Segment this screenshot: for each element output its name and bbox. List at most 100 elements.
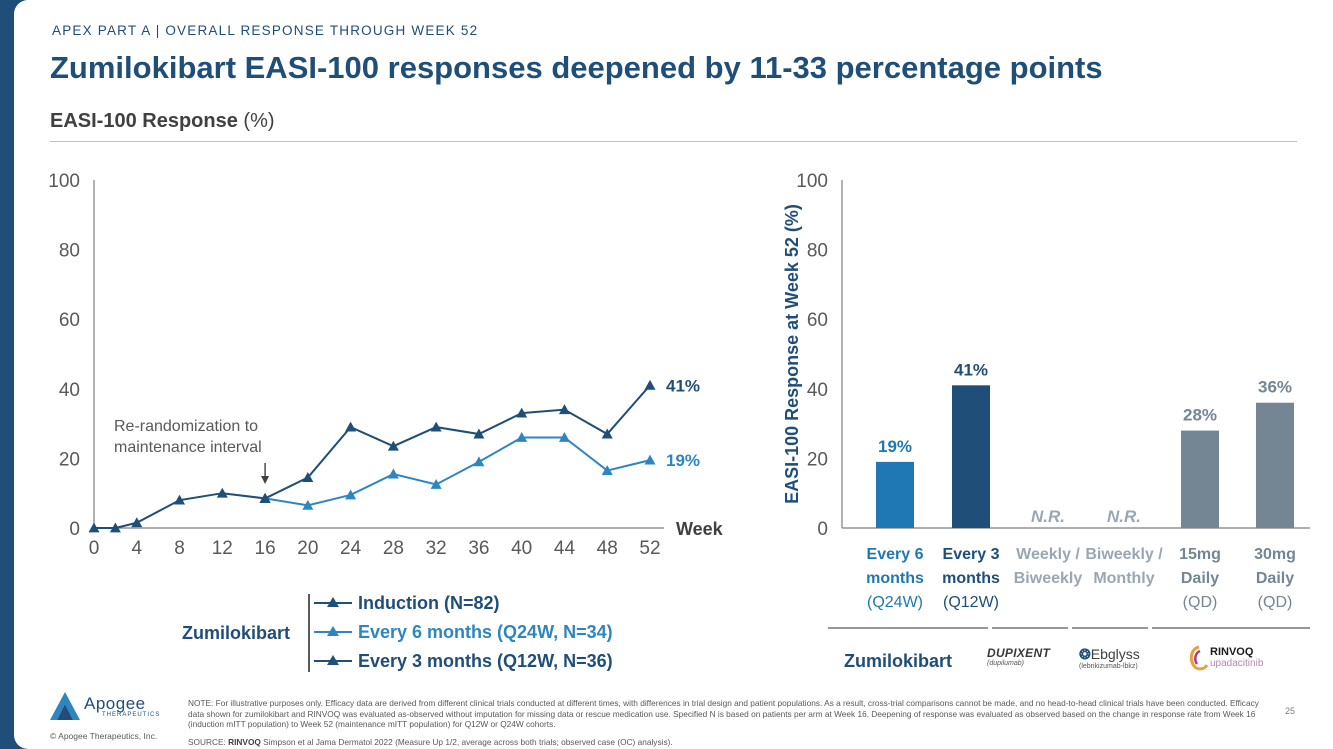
bar-category-line2: months: [942, 570, 1000, 587]
series-point: [302, 472, 314, 482]
source-prefix: SOURCE:: [188, 737, 226, 747]
legend-group-label: Zumilokibart: [182, 623, 291, 643]
bar-category-line3: (QD): [1257, 594, 1293, 611]
series-point: [430, 479, 442, 489]
x-tick-label: 8: [174, 538, 185, 559]
legend-item-q12w: Every 3 months (Q12W, N=36): [314, 649, 613, 673]
bar-y-tick-label: 20: [807, 449, 828, 470]
series-point: [345, 421, 357, 432]
bar-group-dividers: [828, 627, 1310, 629]
series-point: [516, 432, 528, 442]
slide: APEX PART A | OVERALL RESPONSE THROUGH W…: [14, 0, 1333, 749]
bar-y-tick-label: 100: [796, 171, 828, 192]
bar-category-line3: (Q24W): [867, 594, 923, 611]
annotation-line2: maintenance interval: [114, 439, 262, 456]
series-point: [131, 517, 143, 528]
bar-y-tick-label: 0: [817, 519, 828, 540]
bar-not-reported-label: N.R.: [1107, 507, 1141, 526]
bar-y-tick-label: 80: [807, 241, 828, 262]
bar-category-line2: months: [866, 570, 924, 587]
ebglyss-generic: (lebrikizumab-lbkz): [1079, 663, 1138, 670]
legend-marker-q12w: [314, 655, 352, 665]
apogee-mountain-icon: [50, 692, 80, 720]
bar-category-line1: Weekly /: [1016, 546, 1080, 563]
bar-category-line1: Every 6: [866, 546, 924, 563]
x-axis-title: Week: [676, 519, 724, 539]
apogee-wordmark: Apogee: [84, 694, 146, 713]
x-tick-label: 32: [426, 538, 447, 559]
x-tick-label: 48: [597, 538, 618, 559]
page-number: 25: [1285, 706, 1296, 716]
title-divider: [50, 141, 1297, 142]
apogee-logo: Apogee THERAPEUTICS: [48, 690, 188, 726]
bar-category-label: Every 3 months (Q12W): [931, 543, 1011, 615]
y-tick-label: 100: [48, 171, 80, 192]
subtitle-unit: (%): [243, 110, 275, 132]
bar-y-axis-title: EASI-100 Response at Week 52 (%): [782, 204, 802, 504]
apogee-submark: THERAPEUTICS: [102, 712, 161, 718]
series-point: [473, 428, 485, 439]
dupixent-generic: (dupilumab): [987, 660, 1024, 667]
rinvoq-generic: upadacitinib: [1210, 658, 1264, 669]
legend-label-induction: Induction (N=82): [358, 592, 500, 613]
ebglyss-logo: ❂Ebglyss (lebrikizumab-lbkz): [1079, 646, 1140, 670]
series-point: [644, 454, 656, 465]
bar-category-line1: Every 3: [942, 546, 1000, 563]
series-point: [644, 379, 656, 390]
series-point: [387, 468, 399, 479]
section-eyebrow: APEX PART A | OVERALL RESPONSE THROUGH W…: [52, 23, 479, 38]
bar: [876, 461, 914, 528]
x-tick-label: 36: [468, 538, 489, 559]
line-chart-legend: Zumilokibart Induction (N=82) Every 6 mo…: [174, 590, 674, 680]
slide-title: Zumilokibart EASI-100 responses deepened…: [50, 50, 1103, 85]
bar-category-line1: 30mg: [1254, 546, 1296, 563]
bar-value-label: 36%: [1258, 378, 1292, 397]
bar-category-label: 15mg Daily (QD): [1160, 543, 1240, 615]
x-tick-label: 20: [297, 538, 318, 559]
bar-category-line3: (QD): [1182, 594, 1218, 611]
x-tick-label: 24: [340, 538, 362, 559]
series-point: [558, 404, 570, 415]
bar-value-label: 28%: [1183, 406, 1217, 425]
series-point: [601, 428, 613, 439]
series-point: [430, 421, 442, 432]
legend-marker-induction: [314, 597, 352, 607]
copyright: © Apogee Therapeutics, Inc.: [50, 731, 158, 741]
series-point: [174, 494, 186, 505]
series-end-label: 41%: [666, 376, 700, 395]
bar-category-line1: Biweekly /: [1085, 546, 1163, 563]
legend-label-q24w: Every 6 months (Q24W, N=34): [358, 621, 613, 642]
x-tick-label: 40: [511, 538, 532, 559]
bar-category-label: Weekly / Biweekly: [1008, 543, 1088, 591]
bar-category-line2: Biweekly: [1013, 570, 1083, 587]
x-tick-label: 0: [89, 538, 100, 559]
legend-item-q24w: Every 6 months (Q24W, N=34): [314, 620, 613, 644]
bar-y-tick-label: 60: [807, 310, 828, 331]
bar-category-label: Biweekly / Monthly: [1084, 543, 1164, 591]
series-point: [516, 407, 528, 418]
dupixent-name: DUPIXENT: [987, 646, 1051, 660]
footnote: NOTE: For illustrative purposes only. Ef…: [188, 698, 1259, 729]
y-tick-label: 80: [59, 241, 80, 262]
series-point: [259, 492, 271, 503]
legend-item-induction: Induction (N=82): [314, 591, 500, 615]
bar: [1181, 430, 1219, 528]
y-tick-label: 0: [69, 519, 80, 540]
series-point: [216, 487, 228, 498]
chart-subtitle: EASI-100 Response (%): [50, 110, 275, 133]
bar: [952, 385, 990, 528]
series-point: [601, 465, 613, 475]
bar-category-label: Every 6 months (Q24W): [855, 543, 935, 615]
x-tick-label: 12: [212, 538, 233, 559]
x-tick-label: 16: [255, 538, 276, 559]
x-tick-label: 44: [554, 538, 576, 559]
group-label-zumilokibart: Zumilokibart: [844, 651, 953, 671]
bar-category-line1: 15mg: [1179, 546, 1221, 563]
series-end-label: 19%: [666, 451, 700, 470]
y-tick-label: 40: [59, 380, 80, 401]
x-tick-label: 28: [383, 538, 404, 559]
bar-value-label: 19%: [878, 437, 912, 456]
series-point: [387, 440, 399, 451]
y-tick-label: 60: [59, 310, 80, 331]
